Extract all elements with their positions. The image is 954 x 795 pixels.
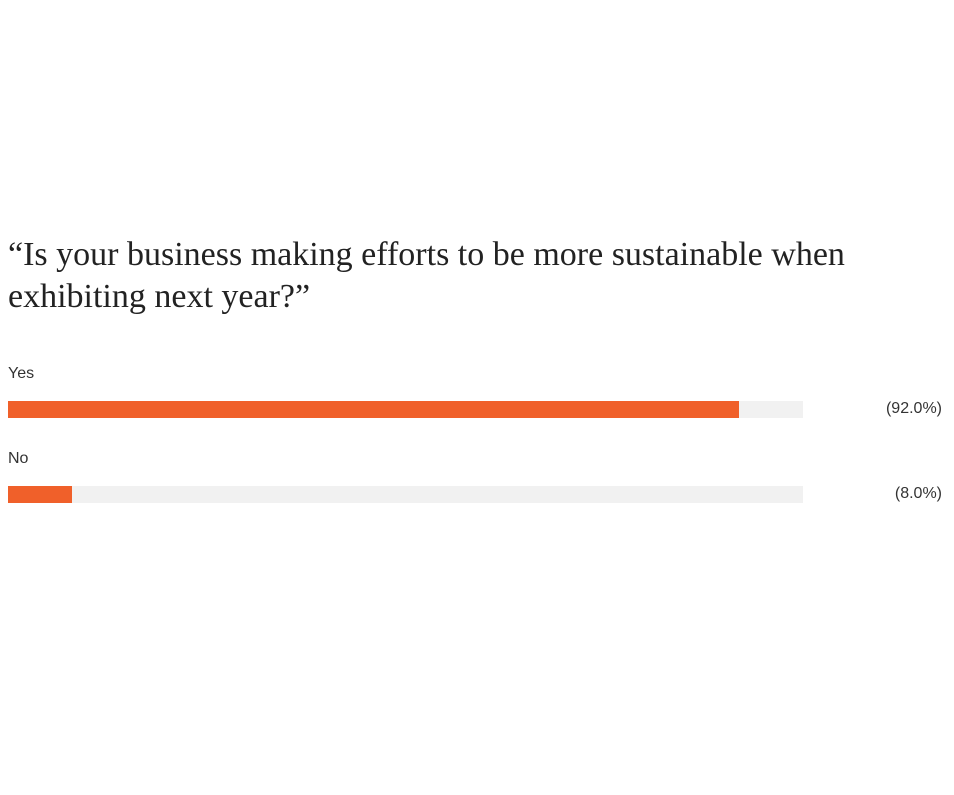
bar <box>8 401 740 418</box>
bar <box>8 486 72 503</box>
value-label: (92.0%) <box>885 400 942 417</box>
category-label: No <box>8 450 29 467</box>
category-label: Yes <box>8 365 35 382</box>
question-title: “Is your business making efforts to be m… <box>8 236 845 315</box>
bar-track <box>8 486 803 503</box>
value-label: (8.0%) <box>894 485 942 502</box>
